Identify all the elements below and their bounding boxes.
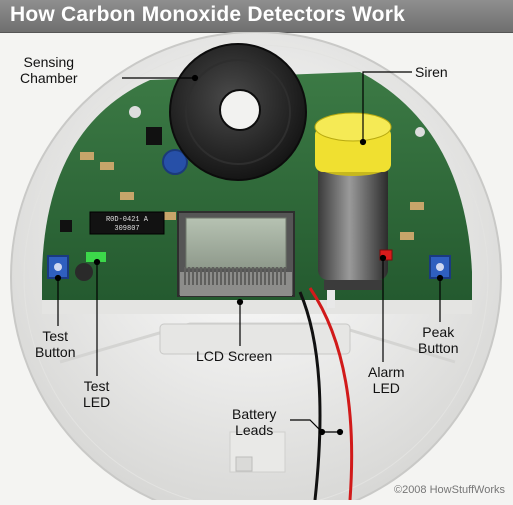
- label-test-button-line2: Button: [35, 344, 76, 360]
- label-peak-button-line2: Button: [418, 340, 459, 356]
- test-led-part: [75, 252, 106, 281]
- label-sensing-chamber: Sensing Chamber: [20, 54, 78, 86]
- detector-diagram: R0D-0421 A 309807: [0, 31, 513, 505]
- ic-chip: R0D-0421 A 309807: [89, 211, 165, 235]
- label-battery-leads-line1: Battery: [232, 406, 277, 422]
- label-battery-leads-line2: Leads: [235, 422, 274, 438]
- siren: [314, 112, 392, 308]
- lcd-screen: [177, 211, 295, 297]
- label-alarm-led-line1: Alarm: [368, 364, 405, 380]
- alarm-led-part: [379, 249, 393, 261]
- chip-line-1: R0D-0421 A: [106, 216, 149, 224]
- label-test-button-line1: Test: [42, 328, 69, 344]
- label-peak-button: Peak Button: [418, 324, 458, 356]
- label-alarm-led: Alarm LED: [368, 364, 405, 396]
- label-test-led-line1: Test: [83, 378, 110, 394]
- label-sensing-chamber-line2: Chamber: [20, 70, 78, 86]
- title-bar: How Carbon Monoxide Detectors Work: [0, 0, 513, 33]
- sensing-chamber: [169, 43, 307, 181]
- label-peak-button-line1: Peak: [422, 324, 455, 340]
- label-sensing-chamber-line1: Sensing: [23, 54, 75, 70]
- label-alarm-led-line2: LED: [372, 380, 400, 396]
- detector-illustration: R0D-0421 A 309807: [10, 31, 502, 505]
- copyright-credit: ©2008 HowStuffWorks: [393, 484, 505, 496]
- label-test-led-line2: LED: [83, 394, 111, 410]
- chip-line-2: 309807: [114, 225, 139, 233]
- leader-lines: [54, 71, 444, 436]
- label-siren: Siren: [415, 64, 448, 80]
- figure-title: How Carbon Monoxide Detectors Work: [10, 3, 405, 26]
- label-test-led: Test LED: [83, 378, 110, 410]
- battery-leads: [298, 287, 354, 501]
- label-lcd-screen: LCD Screen: [196, 348, 273, 364]
- peak-button-part: [429, 255, 451, 279]
- label-test-button: Test Button: [35, 328, 75, 360]
- label-battery-leads: Battery Leads: [232, 406, 276, 438]
- test-button-part: [47, 255, 69, 279]
